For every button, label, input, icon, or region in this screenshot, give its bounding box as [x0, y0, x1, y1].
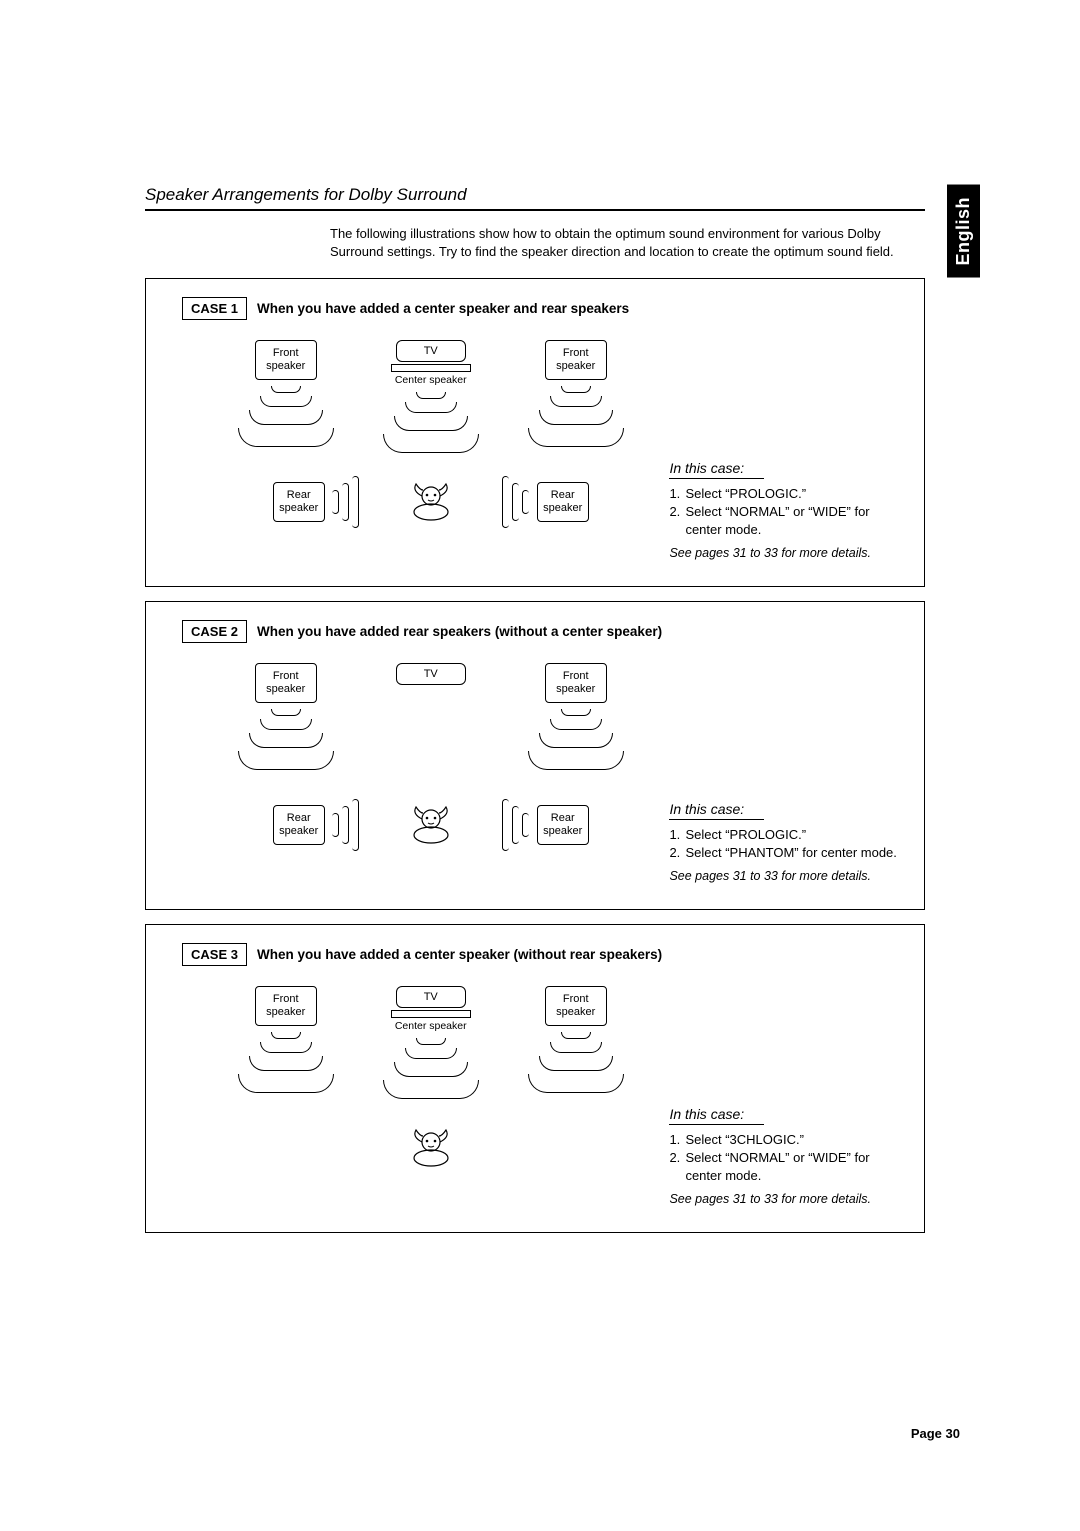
front-speaker: Frontspeaker: [233, 340, 338, 447]
in-this-case-heading: In this case:: [669, 460, 764, 479]
front-speaker-label: Frontspeaker: [545, 663, 607, 703]
front-speaker: Frontspeaker: [523, 340, 628, 447]
tv-unit: TV Center speaker: [378, 986, 483, 1099]
front-speaker: Frontspeaker: [233, 663, 338, 770]
center-speaker-icon: [391, 364, 471, 372]
rear-speaker-label: Rearspeaker: [273, 482, 325, 522]
rear-speaker-label: Rearspeaker: [537, 805, 589, 845]
sound-waves-icon: [528, 1032, 624, 1093]
speaker-diagram: Frontspeaker TV Center speaker Frontspeaker…: [222, 340, 639, 566]
listener-icon: [410, 1122, 452, 1168]
sound-waves-icon: [238, 709, 334, 770]
see-pages-note: See pages 31 to 33 for more details.: [669, 1192, 908, 1206]
tv-unit: TV: [378, 663, 483, 685]
sound-waves-icon: [383, 1038, 479, 1099]
front-speaker-label: Frontspeaker: [255, 340, 317, 380]
rear-speaker-left: Rearspeaker: [273, 799, 361, 851]
sound-waves-side-icon: [501, 476, 531, 528]
case-badge: CASE 1: [182, 297, 247, 320]
center-speaker-label: Center speaker: [395, 1020, 467, 1032]
sound-waves-side-icon: [331, 799, 361, 851]
tv-unit: TV Center speaker: [378, 340, 483, 453]
rear-speaker-label: Rearspeaker: [273, 805, 325, 845]
in-this-case-heading: In this case:: [669, 801, 764, 820]
front-speaker: Frontspeaker: [523, 663, 628, 770]
sound-waves-side-icon: [501, 799, 531, 851]
page-number: Page 30: [911, 1426, 960, 1441]
page-content: Speaker Arrangements for Dolby Surround …: [145, 185, 945, 1247]
in-this-case-heading: In this case:: [669, 1106, 764, 1125]
sound-waves-icon: [383, 392, 479, 453]
case-badge: CASE 2: [182, 620, 247, 643]
rear-speaker-label: Rearspeaker: [537, 482, 589, 522]
rear-speaker-right: Rearspeaker: [501, 799, 589, 851]
instruction-step: 2.Select “PHANTOM” for center mode.: [669, 844, 908, 862]
sound-waves-icon: [528, 709, 624, 770]
tv-label: TV: [396, 986, 466, 1008]
section-title: Speaker Arrangements for Dolby Surround: [145, 185, 925, 211]
case-title: When you have added a center speaker and…: [257, 301, 629, 316]
rear-speaker-left: Rearspeaker: [273, 476, 361, 528]
sound-waves-icon: [528, 386, 624, 447]
sound-waves-icon: [238, 1032, 334, 1093]
case-box-1: CASE 1 When you have added a center speak…: [145, 278, 925, 587]
front-speaker-label: Frontspeaker: [255, 663, 317, 703]
front-speaker-label: Frontspeaker: [545, 340, 607, 380]
front-speaker-label: Frontspeaker: [255, 986, 317, 1026]
front-speaker: Frontspeaker: [233, 986, 338, 1093]
instructions: In this case: 1.Select “PROLOGIC.”2.Selec…: [669, 340, 908, 566]
see-pages-note: See pages 31 to 33 for more details.: [669, 869, 908, 883]
instructions: In this case: 1.Select “3CHLOGIC.”2.Selec…: [669, 986, 908, 1212]
case-badge: CASE 3: [182, 943, 247, 966]
case-box-2: CASE 2 When you have added rear speakers …: [145, 601, 925, 910]
center-speaker-icon: [391, 1010, 471, 1018]
rear-speaker-right: Rearspeaker: [501, 476, 589, 528]
tv-label: TV: [396, 663, 466, 685]
center-speaker-label: Center speaker: [395, 374, 467, 386]
instructions: In this case: 1.Select “PROLOGIC.”2.Selec…: [669, 663, 908, 889]
front-speaker-label: Frontspeaker: [545, 986, 607, 1026]
tv-label: TV: [396, 340, 466, 362]
instruction-step: 2.Select “NORMAL” or “WIDE” for center m…: [669, 1149, 908, 1184]
intro-text: The following illustrations show how to …: [330, 225, 900, 260]
instruction-step: 1.Select “PROLOGIC.”: [669, 485, 908, 503]
sound-waves-icon: [238, 386, 334, 447]
speaker-diagram: Frontspeaker TV Frontspeaker Rearspeaker Rea…: [222, 663, 639, 889]
listener-icon: [410, 476, 452, 522]
listener-icon: [410, 799, 452, 845]
case-title: When you have added rear speakers (witho…: [257, 624, 662, 639]
instruction-step: 1.Select “3CHLOGIC.”: [669, 1131, 908, 1149]
sound-waves-side-icon: [331, 476, 361, 528]
speaker-diagram: Frontspeaker TV Center speaker Frontspeaker: [222, 986, 639, 1212]
case-box-3: CASE 3 When you have added a center speak…: [145, 924, 925, 1233]
see-pages-note: See pages 31 to 33 for more details.: [669, 546, 908, 560]
case-title: When you have added a center speaker (wi…: [257, 947, 662, 962]
language-tab: English: [947, 185, 980, 278]
front-speaker: Frontspeaker: [523, 986, 628, 1093]
instruction-step: 2.Select “NORMAL” or “WIDE” for center m…: [669, 503, 908, 538]
instruction-step: 1.Select “PROLOGIC.”: [669, 826, 908, 844]
